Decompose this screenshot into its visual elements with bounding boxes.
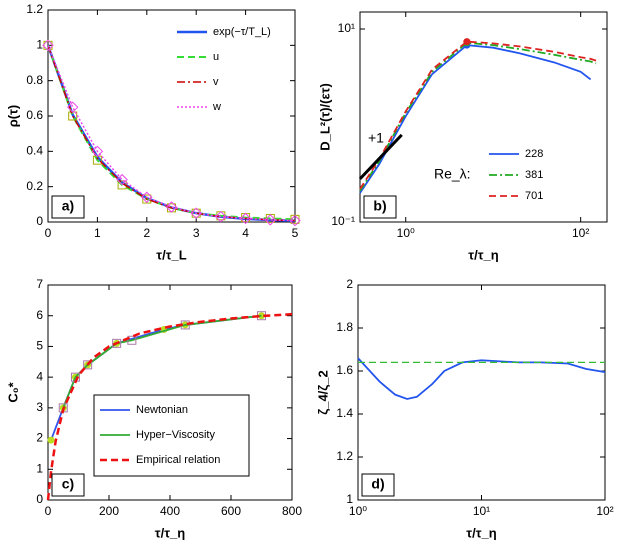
x-tick-label: 10² xyxy=(596,504,613,518)
legend-label: 381 xyxy=(525,169,543,181)
y-tick-label: 5 xyxy=(36,339,43,353)
panel-label-box xyxy=(363,195,397,219)
y-tick-label: 1 xyxy=(36,38,43,52)
marker xyxy=(127,335,137,345)
marker xyxy=(91,145,104,158)
panel-label: d) xyxy=(371,476,384,492)
x-tick-label: 0 xyxy=(45,504,52,518)
marker xyxy=(83,360,93,370)
x-tick-label: 3 xyxy=(193,226,200,240)
marker xyxy=(66,101,79,113)
y-tick-label: 10⁻¹ xyxy=(331,214,355,228)
y-tick-label: 1.6 xyxy=(336,363,353,377)
peak-marker xyxy=(463,38,471,46)
legend-label: exp(−τ/T_L) xyxy=(213,26,271,38)
y-axis-label: C₀* xyxy=(5,381,20,402)
y-tick-label: 0.2 xyxy=(26,179,43,193)
plot-frame xyxy=(357,284,606,501)
marker xyxy=(112,338,122,348)
y-tick-label: 4 xyxy=(36,369,43,383)
marker xyxy=(42,39,54,52)
y-tick-label: 2 xyxy=(36,431,43,445)
series-line xyxy=(47,45,296,222)
y-axis-label: ζ_4/ζ_2 xyxy=(315,370,330,415)
marker xyxy=(239,212,252,225)
panel-label: b) xyxy=(373,198,386,214)
y-tick-label: 1 xyxy=(36,461,43,475)
y-tick-label: 2 xyxy=(346,277,353,291)
x-tick-label: 10¹ xyxy=(473,504,490,518)
y-tick-label: 0.6 xyxy=(26,108,43,122)
y-tick-label: 1.8 xyxy=(336,320,353,334)
legend-label: 228 xyxy=(525,148,543,160)
panel-label-box xyxy=(51,473,85,497)
legend-label: u xyxy=(213,51,219,63)
marker xyxy=(215,210,227,223)
legend-label: 701 xyxy=(525,190,543,202)
legend-label: v xyxy=(213,76,219,88)
x-tick-label: 0 xyxy=(45,226,52,240)
y-axis-label: ρ(τ) xyxy=(5,105,20,128)
series-line xyxy=(46,44,296,223)
y-tick-label: 6 xyxy=(36,308,43,322)
annotation: +1 xyxy=(368,130,384,146)
y-tick-label: 0.4 xyxy=(26,144,43,158)
y-tick-label: 0 xyxy=(36,492,43,506)
y-tick-label: 1.2 xyxy=(336,449,353,463)
legend-label: Empirical relation xyxy=(136,454,220,466)
marker xyxy=(289,214,301,227)
panel-label-box xyxy=(361,473,395,497)
series-line xyxy=(359,41,597,192)
series-line xyxy=(47,45,296,221)
x-axis-label: τ/τ_η xyxy=(468,247,498,262)
legend-box xyxy=(93,394,250,477)
x-axis-label: τ/τ_L xyxy=(156,247,186,262)
panel-label: c) xyxy=(62,476,74,492)
marker xyxy=(190,207,202,219)
legend-title: Re_λ: xyxy=(434,166,471,182)
x-tick-label: 200 xyxy=(99,504,119,518)
panel-label: a) xyxy=(62,198,74,214)
x-axis-label: τ/τ_η xyxy=(466,525,496,540)
x-tick-label: 10⁰ xyxy=(349,504,367,518)
y-tick-label: 0 xyxy=(36,214,43,228)
x-tick-label: 10² xyxy=(572,226,589,240)
legend-label: w xyxy=(212,101,221,113)
series-line xyxy=(358,133,403,180)
x-axis-label: τ/τ_η xyxy=(155,525,185,540)
x-tick-label: 2 xyxy=(143,226,150,240)
legend-label: Newtonian xyxy=(136,404,188,416)
x-tick-label: 5 xyxy=(292,226,299,240)
series-line xyxy=(46,312,293,501)
marker xyxy=(43,40,53,50)
x-tick-label: 600 xyxy=(221,504,241,518)
y-tick-label: 1.4 xyxy=(336,406,353,420)
plot-frame xyxy=(359,11,608,223)
y-tick-label: 0.8 xyxy=(26,73,43,87)
series-line xyxy=(359,44,592,194)
y-tick-label: 7 xyxy=(36,277,43,291)
y-tick-label: 1.2 xyxy=(26,2,43,16)
x-tick-label: 400 xyxy=(160,504,180,518)
x-tick-label: 10⁰ xyxy=(397,226,415,240)
y-axis-label: D_L²(τ)/(ετ) xyxy=(317,83,332,151)
marker xyxy=(47,436,55,444)
marker xyxy=(165,201,178,213)
marker xyxy=(264,214,277,226)
plot-frame xyxy=(47,9,296,223)
series-line xyxy=(359,40,597,190)
y-tick-label: 3 xyxy=(36,400,43,414)
panel-label-box xyxy=(51,195,85,219)
legend-label: Hyper−Viscosity xyxy=(136,429,215,441)
marker xyxy=(116,173,128,186)
y-tick-label: 1 xyxy=(346,492,353,506)
x-tick-label: 800 xyxy=(282,504,302,518)
series-line xyxy=(47,45,296,222)
y-tick-label: 10¹ xyxy=(338,21,355,35)
marker xyxy=(141,191,153,203)
x-tick-label: 1 xyxy=(94,226,101,240)
series-line xyxy=(357,357,606,400)
x-tick-label: 4 xyxy=(242,226,249,240)
